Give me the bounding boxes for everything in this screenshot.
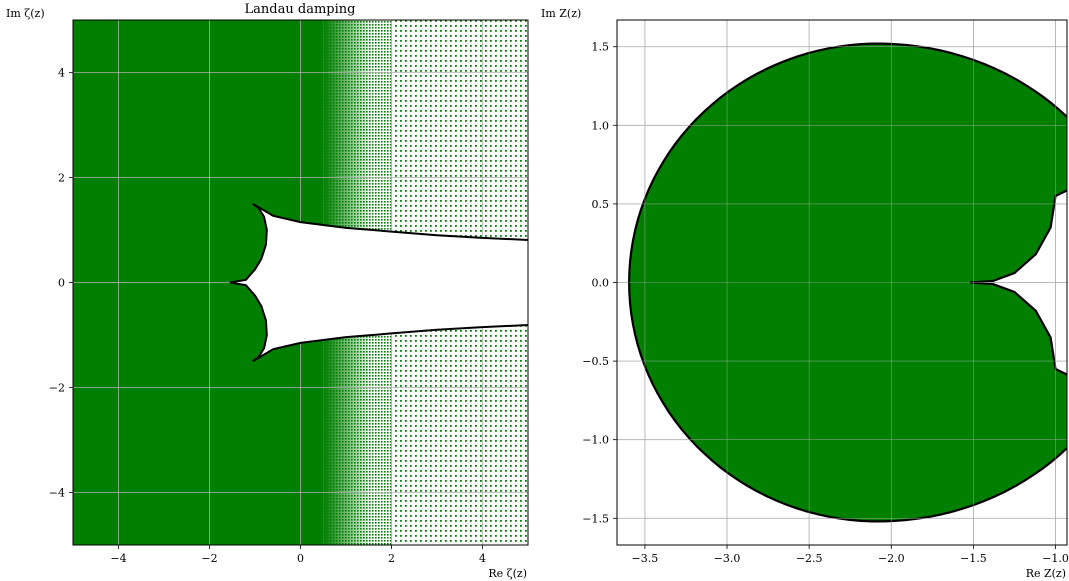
x-tick-label: −2.5 (796, 552, 823, 565)
chart-right: −3.5 −3.0 −2.5 −2.0 −1.5 −1.0 −1.5 −1.0 −0.5 0.0 0… (541, 7, 1069, 580)
x-tick-label: −4 (110, 552, 126, 565)
y-tick-label: 0.5 (592, 198, 610, 211)
plot-area-right (617, 20, 1067, 545)
ticks-left: −4 −2 0 2 4 −4 −2 0 2 4 (49, 67, 486, 566)
ticks-right: −3.5 −3.0 −2.5 −2.0 −1.5 −1.0 −1.5 −1.0 −0.5 0.0 0… (582, 41, 1069, 565)
y-tick-label: −2 (49, 382, 65, 395)
y-tick-label: 0.0 (592, 277, 610, 290)
x-axis-label-right: Re Z(z) (1026, 567, 1066, 580)
x-tick-label: −2.0 (878, 552, 905, 565)
y-tick-label: 1.5 (592, 41, 610, 54)
y-tick-label: −1.5 (582, 512, 609, 525)
x-tick-label: −1.0 (1042, 552, 1069, 565)
y-tick-label: −1.0 (582, 434, 609, 447)
x-tick-label: 4 (479, 552, 486, 565)
plot-area-left (73, 20, 528, 545)
y-tick-label: 0 (58, 277, 65, 290)
y-tick-label: −4 (49, 487, 65, 500)
x-tick-label: 2 (388, 552, 395, 565)
y-axis-label: Im ζ(z) (6, 7, 45, 20)
x-axis-label: Re ζ(z) (488, 567, 527, 580)
x-tick-label: 0 (297, 552, 304, 565)
y-tick-label: −0.5 (582, 355, 609, 368)
x-tick-label: −1.5 (960, 552, 987, 565)
y-tick-label: 1.0 (592, 119, 610, 132)
x-tick-label: −2 (201, 552, 217, 565)
chart-title: Landau damping (245, 2, 356, 17)
chart-landau-damping: Landau damping −4 −2 0 2 4 −4 −2 0 2 4 Im ζ(z) Re… (6, 2, 529, 580)
x-tick-label: −3.5 (632, 552, 659, 565)
y-axis-label-right: Im Z(z) (541, 7, 581, 20)
x-tick-label: −3.0 (714, 552, 741, 565)
y-tick-label: 2 (58, 172, 65, 185)
white-region-boundary (229, 202, 528, 363)
y-tick-label: 4 (58, 67, 65, 80)
grid-right-over (617, 20, 1067, 545)
